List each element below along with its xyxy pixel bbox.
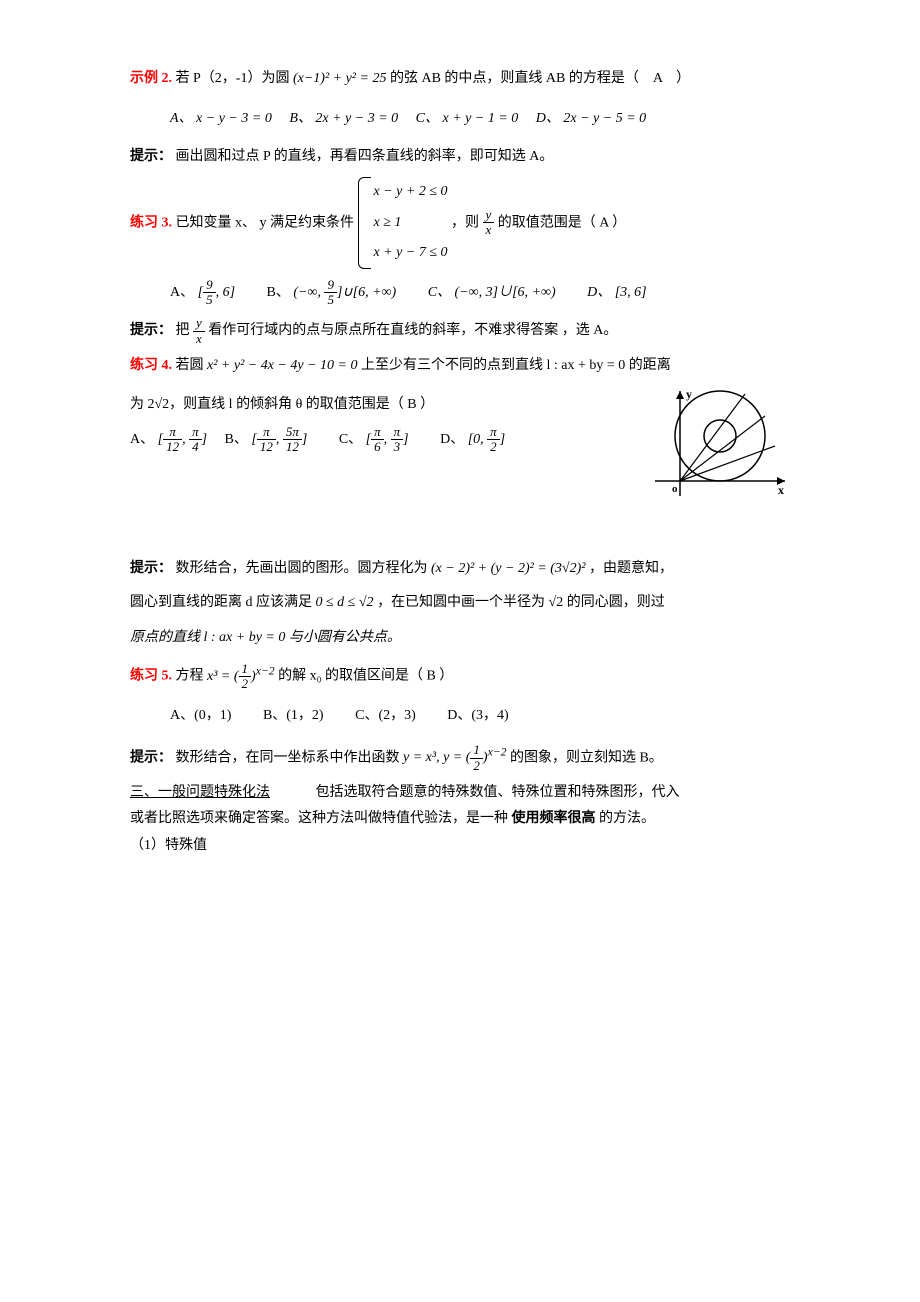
p5-hint-post: 的图象，则立刻知选 B。 — [510, 750, 663, 765]
ex2-hint: 提示： 画出圆和过点 P 的直线，再看四条直线的斜率，即可知选 A。 — [130, 142, 790, 173]
p3-stem-mid: ，则 — [451, 215, 479, 230]
p3-hint-pre: 把 — [176, 323, 190, 338]
p4-diagram: x y o — [650, 386, 790, 519]
svg-text:x: x — [778, 483, 784, 497]
p4-stem-pre: 若圆 — [176, 358, 204, 373]
p4-optC-pre: C、 — [339, 432, 362, 447]
ex2-hint-label: 提示： — [130, 149, 172, 164]
p5-options: A、(0，1) B、(1，2) C、(2，3) D、(3，4) — [170, 696, 790, 735]
p4-optC: [π6, π3] — [366, 432, 409, 447]
p4-hint-l3: 原点的直线 l : ax + by = 0 与小圆有公共点。 — [130, 623, 790, 654]
example-2-label: 示例 2. — [130, 71, 172, 86]
ex2-optD: D、 2x − y − 5 = 0 — [536, 111, 646, 126]
p5-eq: x³ = (12)x−2 — [207, 669, 278, 684]
p3-frac: y x — [483, 208, 495, 238]
p4-hint-label: 提示： — [130, 561, 172, 576]
svg-text:y: y — [686, 387, 692, 401]
p3-optA-pre: A、 — [170, 285, 194, 300]
p4-eq1: x² + y² − 4x − 4y − 10 = 0 — [207, 358, 358, 373]
p5-optA: A、(0，1) — [170, 708, 231, 723]
p4-stem-mid: 上至少有三个不同的点到直线 l : ax + by = 0 — [361, 358, 625, 373]
sec3-body2: 或者比照选项来确定答案。这种方法叫做特值代验法，是一种 使用频率很高 的方法。 — [130, 808, 790, 830]
p4-optB-pre: B、 — [225, 432, 248, 447]
p3-optB: (−∞, 95]∪[6, +∞) — [293, 285, 396, 300]
p4-hint-l3-text: 原点的直线 l : ax + by = 0 与小圆有公共点。 — [130, 630, 401, 645]
p3-stem-pre: 已知变量 x、 y 满足约束条件 — [176, 215, 355, 230]
section-3: 三、一般问题特殊化法 包括选取符合题意的特殊数值、特殊位置和特殊图形，代入 — [130, 782, 790, 804]
circle-diagram-svg: x y o — [650, 386, 790, 506]
p4-label: 练习 4. — [130, 358, 172, 373]
sec3-title: 三、一般问题特殊化法 — [130, 785, 270, 800]
p3-hint-label: 提示： — [130, 323, 172, 338]
p4-optA-pre: A、 — [130, 432, 154, 447]
p3-hint-post: 看作可行域内的点与原点所在直线的斜率，不难求得答案 ，选 A。 — [208, 323, 617, 338]
p3-stem-post: 的取值范围是（ A ） — [498, 215, 626, 230]
ex2-options: A、 x − y − 3 = 0 B、 2x + y − 3 = 0 C、 x … — [170, 99, 790, 138]
p3-constraints: x − y + 2 ≤ 0 x ≥ 1 x + y − 7 ≤ 0 — [358, 177, 448, 269]
practice-5-stem: 练习 5. 方程 x³ = (12)x−2 的解 x₀ 的取值区间是（ B ） — [130, 658, 790, 692]
practice-3-stem: 练习 3. 已知变量 x、 y 满足约束条件 x − y + 2 ≤ 0 x ≥… — [130, 177, 790, 269]
p5-hint-pre: 数形结合，在同一坐标系中作出函数 — [176, 750, 400, 765]
p4-hint-l2-pre: 圆心到直线的距离 d 应该满足 — [130, 595, 312, 610]
sec3-body2-pre: 或者比照选项来确定答案。这种方法叫做特值代验法，是一种 — [130, 811, 508, 826]
p5-hint-eq: y = x³, y = (12)x−2 — [403, 750, 510, 765]
p4-optD: [0, π2] — [468, 432, 505, 447]
p4-hint-l2: 圆心到直线的距离 d 应该满足 0 ≤ d ≤ √2 ，在已知圆中画一个半径为 … — [130, 588, 790, 619]
p5-optC: C、(2，3) — [355, 708, 416, 723]
practice-4-stem: 练习 4. 若圆 x² + y² − 4x − 4y − 10 = 0 上至少有… — [130, 351, 790, 382]
ex2-optC: C、 x + y − 1 = 0 — [416, 111, 519, 126]
p3-cond2: x ≥ 1 — [374, 215, 402, 230]
sec3-body1: 包括选取符合题意的特殊数值、特殊位置和特殊图形，代入 — [316, 785, 680, 800]
p4-hint-l1-post: ，由题意知， — [589, 561, 673, 576]
sec3-sub: （1）特殊值 — [130, 835, 790, 857]
p3-optD: D、 [3, 6] — [587, 285, 647, 300]
p5-optD: D、(3，4) — [447, 708, 508, 723]
p5-hint-label: 提示： — [130, 750, 172, 765]
ex2-optA: A、 x − y − 3 = 0 — [170, 111, 272, 126]
p5-stem-post: 的解 x₀ 的取值区间是（ B ） — [278, 669, 453, 684]
p5-stem-pre: 方程 — [176, 669, 204, 684]
p5-label: 练习 5. — [130, 669, 172, 684]
p4-hint-l1: 提示： 数形结合，先画出圆的图形。圆方程化为 (x − 2)² + (y − 2… — [130, 554, 790, 585]
p3-options: A、 [95, 6] B、 (−∞, 95]∪[6, +∞) C、 (−∞, 3… — [170, 273, 790, 312]
p3-hint: 提示： 把 y x 看作可行域内的点与原点所在直线的斜率，不难求得答案 ，选 A… — [130, 316, 790, 347]
svg-text:o: o — [672, 483, 678, 495]
sec3-body2-em: 使用频率很高 — [512, 811, 596, 826]
ex2-stem-post: 的弦 AB 的中点，则直线 AB 的方程是（ A ） — [390, 71, 690, 86]
p3-optA: [95, 6] — [198, 285, 235, 300]
p4-row: x y o 为 2√2，则直线 l 的倾斜角 θ 的取值范围是（ B ） A、 … — [130, 386, 790, 519]
p4-optA: [π12, π4] — [158, 432, 207, 447]
p3-optC: C、 (−∞, 3]∪[6, +∞) — [428, 285, 556, 300]
p5-optB: B、(1，2) — [263, 708, 324, 723]
ex2-optB: B、 2x + y − 3 = 0 — [289, 111, 398, 126]
p3-hint-frac: y x — [193, 316, 205, 346]
sec3-body2-post: 的方法。 — [599, 811, 655, 826]
example-2-stem: 示例 2. 若 P（2，-1）为圆 (x−1)² + y² = 25 的弦 AB… — [130, 64, 790, 95]
p3-cond3: x + y − 7 ≤ 0 — [374, 245, 448, 260]
p3-cond1: x − y + 2 ≤ 0 — [374, 184, 448, 199]
p4-optB: [π12, 5π12] — [251, 432, 307, 447]
p3-optB-pre: B、 — [267, 285, 290, 300]
p4-optD-pre: D、 — [440, 432, 464, 447]
p3-label: 练习 3. — [130, 215, 172, 230]
ex2-eq: (x−1)² + y² = 25 — [293, 71, 387, 86]
ex2-stem-pre: 若 P（2，-1）为圆 — [176, 71, 290, 86]
p4-stem-mid2: 的距离 — [629, 358, 671, 373]
p4-hint-eq: (x − 2)² + (y − 2)² = (3√2)² — [431, 561, 585, 576]
p4-line2-pre: 为 2√2，则直线 l 的倾斜角 θ 的取值范围是（ B ） — [130, 397, 434, 412]
p5-hint: 提示： 数形结合，在同一坐标系中作出函数 y = x³, y = (12)x−2… — [130, 740, 790, 774]
p4-hint-l1-pre: 数形结合，先画出圆的图形。圆方程化为 — [176, 561, 428, 576]
ex2-hint-text: 画出圆和过点 P 的直线，再看四条直线的斜率，即可知选 A。 — [176, 149, 554, 164]
p4-hint-l2-mid: ，在已知圆中画一个半径为 √2 的同心圆，则过 — [377, 595, 665, 610]
p4-hint-ineq: 0 ≤ d ≤ √2 — [316, 595, 374, 610]
